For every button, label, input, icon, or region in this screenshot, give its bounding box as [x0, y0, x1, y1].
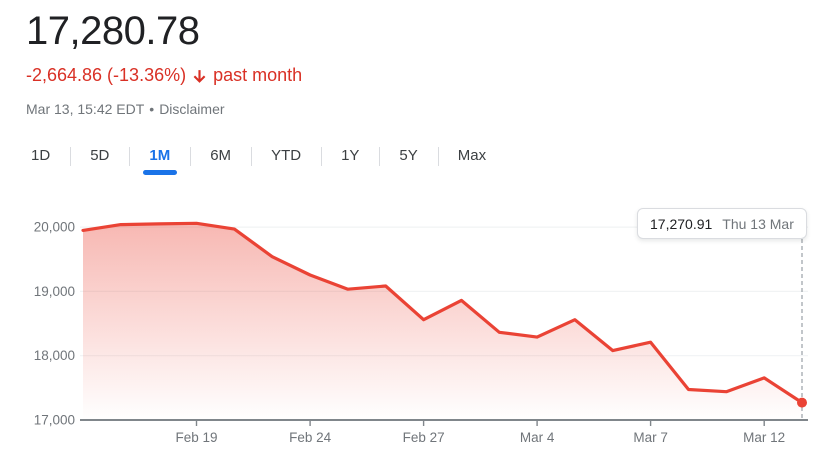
tooltip-date: Thu 13 Mar [722, 215, 794, 232]
svg-text:17,000: 17,000 [34, 413, 75, 428]
range-tabs: 1D 5D 1M 6M YTD 1Y 5Y Max [26, 142, 506, 175]
tab-6m[interactable]: 6M [190, 142, 251, 169]
tab-5d[interactable]: 5D [70, 142, 129, 169]
tab-label: YTD [271, 147, 302, 164]
meta-row: Mar 13, 15:42 EDT • Disclaimer [26, 101, 225, 117]
tab-1m[interactable]: 1M [129, 142, 190, 175]
tab-1y[interactable]: 1Y [321, 142, 379, 169]
price: 17,280.78 [26, 9, 200, 53]
chart-tooltip: 17,270.91 Thu 13 Mar [637, 208, 807, 239]
tab-label: 5D [90, 147, 110, 164]
price-change-row: -2,664.86 (-13.36%) past month [26, 65, 302, 86]
svg-text:19,000: 19,000 [34, 284, 75, 299]
tooltip-value: 17,270.91 [650, 215, 713, 232]
price-change-value: -2,664.86 (-13.36%) [26, 65, 187, 85]
svg-text:Feb 24: Feb 24 [289, 430, 332, 445]
tab-1d[interactable]: 1D [26, 142, 70, 169]
price-chart[interactable]: 17,000 18,000 19,000 20,000 Feb 19 Feb 24 Feb … [0, 195, 824, 465]
timestamp: Mar 13, 15:42 EDT [26, 101, 145, 117]
disclaimer-link[interactable]: Disclaimer [159, 101, 225, 117]
tab-label: 5Y [399, 147, 418, 164]
price-change-period: past month [213, 65, 303, 85]
svg-text:Mar 7: Mar 7 [633, 430, 668, 445]
svg-text:Feb 19: Feb 19 [175, 430, 217, 445]
svg-text:18,000: 18,000 [34, 348, 75, 363]
tab-label: 6M [210, 147, 232, 164]
tab-underline [142, 170, 177, 175]
bullet-separator: • [149, 101, 155, 117]
svg-text:20,000: 20,000 [34, 220, 75, 235]
tab-label: Max [457, 147, 487, 164]
tab-label: 1Y [341, 147, 360, 164]
tab-5y[interactable]: 5Y [379, 142, 437, 169]
svg-text:Mar 4: Mar 4 [520, 430, 555, 445]
tab-ytd[interactable]: YTD [251, 142, 321, 169]
svg-text:Feb 27: Feb 27 [403, 430, 445, 445]
arrow-down-icon [193, 69, 206, 83]
tab-max[interactable]: Max [437, 142, 506, 169]
tab-label: 1M [149, 147, 171, 164]
tab-label: 1D [31, 147, 51, 164]
svg-text:Mar 12: Mar 12 [743, 430, 785, 445]
